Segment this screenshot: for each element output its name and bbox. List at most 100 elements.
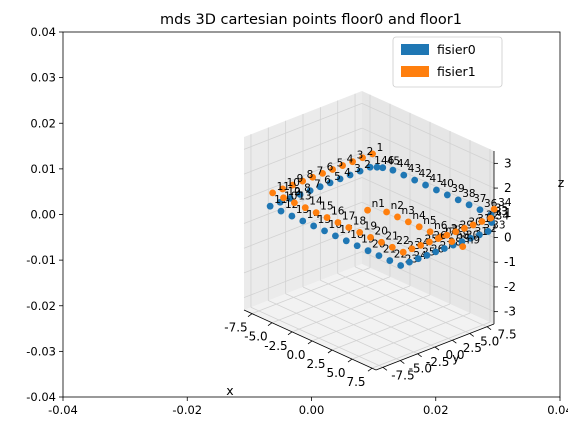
point-label: 3 [357,150,364,162]
point-label: 46 [381,155,395,167]
y2d-tick-label: 0.01 [30,162,56,176]
point-label: 1 [377,142,384,154]
point-label: 11 [277,181,290,193]
point-label: 41 [430,173,443,185]
data-point [280,194,287,202]
data-point [404,218,412,226]
data-point [277,207,285,215]
x3d-tick [287,331,293,336]
x3d-tick [247,313,253,317]
data-point [301,204,309,212]
point-label: 13 [298,191,311,203]
y3d-tick-label: 7.5 [498,328,517,342]
data-point [289,181,297,189]
data-point [296,191,304,198]
point-label: 18 [353,215,366,227]
point-label: 34 [498,197,512,209]
point-label: 12 [288,186,301,198]
z-axis-label: z [558,175,565,190]
point-label: 33 [495,206,508,218]
x3d-tick [307,340,313,345]
y3d-tick-label: 2.5 [463,341,482,355]
point-label: 40 [440,178,453,190]
data-point [417,241,425,249]
data-point [484,228,492,235]
point-label: 1 [374,155,381,167]
data-point [321,227,328,235]
data-point [364,247,372,255]
point-label: 33 [492,219,505,231]
data-point [487,214,495,222]
z3d-tick-label: 1 [504,206,512,220]
scatter-marks: 1234567891011121314151617181920212223242… [266,142,512,269]
point-label: 17 [342,211,355,223]
y3d-tick-label: 5.0 [480,334,499,348]
point-label: n4 [412,210,426,222]
point-label: 7 [317,165,324,177]
x3d-tick-label: -2.5 [264,339,287,353]
x3d-tick [267,322,273,327]
y2d-tick-label: -0.01 [26,253,56,267]
series-fisier1: n1 n2n3n4n5n6n7n8n91234567891011121314151… [269,142,512,256]
data-point [279,185,287,193]
point-label: 14 [309,196,323,208]
data-point [406,258,413,266]
data-point [383,208,390,216]
x3d-tick-label: 7.5 [346,375,365,389]
point-label: 4 [347,154,354,166]
legend: fisier0 fisier1 [392,36,503,88]
legend-label-fisier1: fisier1 [437,64,476,79]
point-label: 8 [304,182,311,194]
data-point [373,163,381,171]
point-label: 9 [294,186,301,198]
y3d-tick [434,346,440,351]
data-point [290,199,298,207]
backx-grid-z [243,102,363,150]
data-point [408,245,416,253]
point-label: n6 [434,220,448,232]
point-label: n5 [423,215,436,227]
point-label: 4 [344,167,351,179]
data-point [399,248,407,256]
data-point [334,219,342,226]
x3d-tick-label: 2.5 [306,357,325,371]
data-point [386,257,394,264]
data-point [310,222,318,230]
y3d-tick-label: -7.5 [391,368,414,382]
point-label: 10 [287,177,300,189]
z3d-tick-label: 2 [504,181,512,195]
point-label: n3 [401,205,414,217]
backy-grid-z [361,251,495,313]
y2d-tick-label: -0.02 [26,299,56,313]
data-point [465,201,473,209]
data-point [441,245,448,252]
backy-grid-z [361,102,495,164]
data-point [389,166,397,174]
z3d-tick-label: -2 [504,280,516,294]
data-point [461,224,468,232]
point-label: 43 [408,163,421,175]
data-point [490,205,498,213]
data-point [316,183,324,191]
point-label: 5 [334,171,341,183]
point-label: 8 [307,169,314,181]
point-label: 7 [314,179,321,191]
point-label: 38 [462,188,475,200]
data-point [400,171,408,179]
x3d-tick [327,349,333,354]
data-point [339,162,346,169]
point-label: 19 [364,220,377,232]
point-label: 39 [451,183,464,195]
backx-grid-z [243,127,363,175]
backy-grid-z [361,127,495,189]
x-axis-line [243,309,377,371]
backx-grid-z [243,152,363,200]
data-point [359,154,366,162]
point-label: n2 [391,200,404,212]
point-label: 21 [385,230,398,242]
data-point [309,173,317,181]
y2d-tick-label: 0.04 [30,25,56,39]
3d-axis-ticks: -7.5-5.0-2.50.02.55.07.5 -7.5-5.0-2.50.02… [224,156,516,389]
y-axis-label: y [452,350,460,365]
y3d-tick-label: -5.0 [409,362,432,376]
